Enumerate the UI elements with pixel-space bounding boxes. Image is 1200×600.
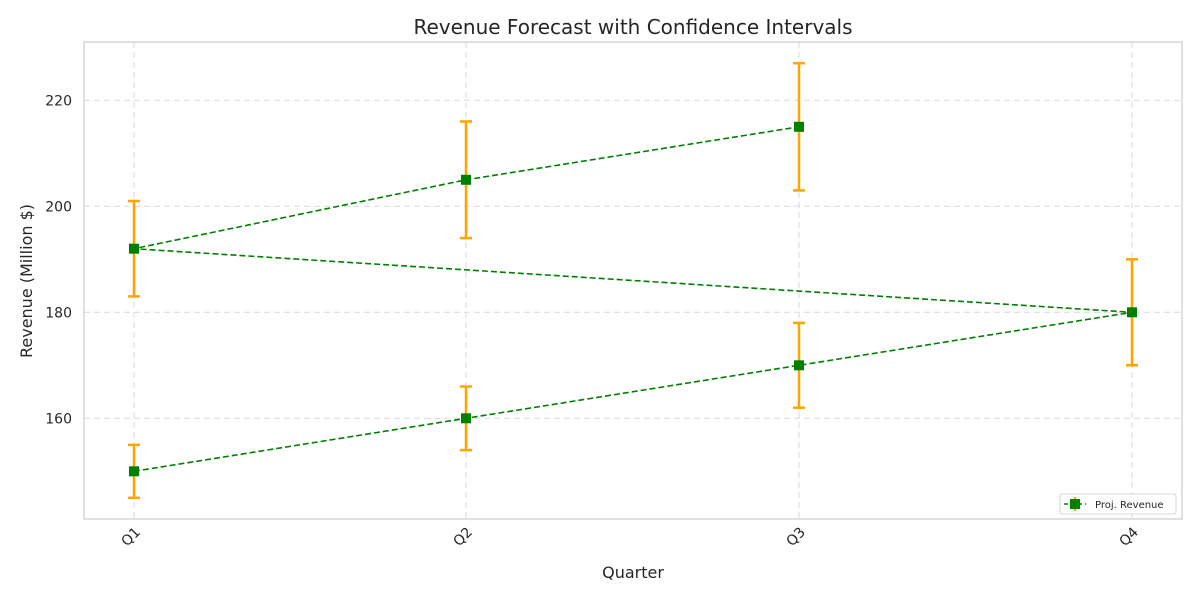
chart-title: Revenue Forecast with Confidence Interva… [413,15,852,39]
x-tick-label: Q2 [450,524,475,549]
y-tick-label: 180 [45,305,72,321]
data-point-marker [129,243,139,254]
legend-label-proj-revenue: Proj. Revenue [1095,500,1164,511]
legend-marker-swatch [1070,499,1080,509]
y-axis-label: Revenue (Million $) [17,204,36,358]
x-tick-label: Q3 [783,524,808,549]
y-tick-label: 220 [45,93,72,109]
marker-layer [129,121,1137,477]
legend: Proj. Revenue [1059,493,1177,515]
x-tick-labels: Q1 Q2 Q3 Q4 [118,524,1141,549]
y-tick-label: 160 [45,411,72,427]
y-tick-label: 200 [45,199,72,215]
y-tick-labels: 160 180 200 220 [45,93,72,427]
plot-area-frame [83,41,1183,520]
grid-layer [84,42,1182,519]
data-point-marker [794,121,804,132]
x-axis-label: Quarter [602,563,664,582]
data-point-marker [461,413,471,424]
data-point-marker [1127,307,1137,318]
data-point-marker [794,360,804,371]
legend-box [1059,493,1177,515]
data-point-marker [129,466,139,477]
x-tick-label: Q4 [1116,524,1141,549]
x-tick-label: Q1 [118,524,143,549]
data-point-marker [461,174,471,185]
